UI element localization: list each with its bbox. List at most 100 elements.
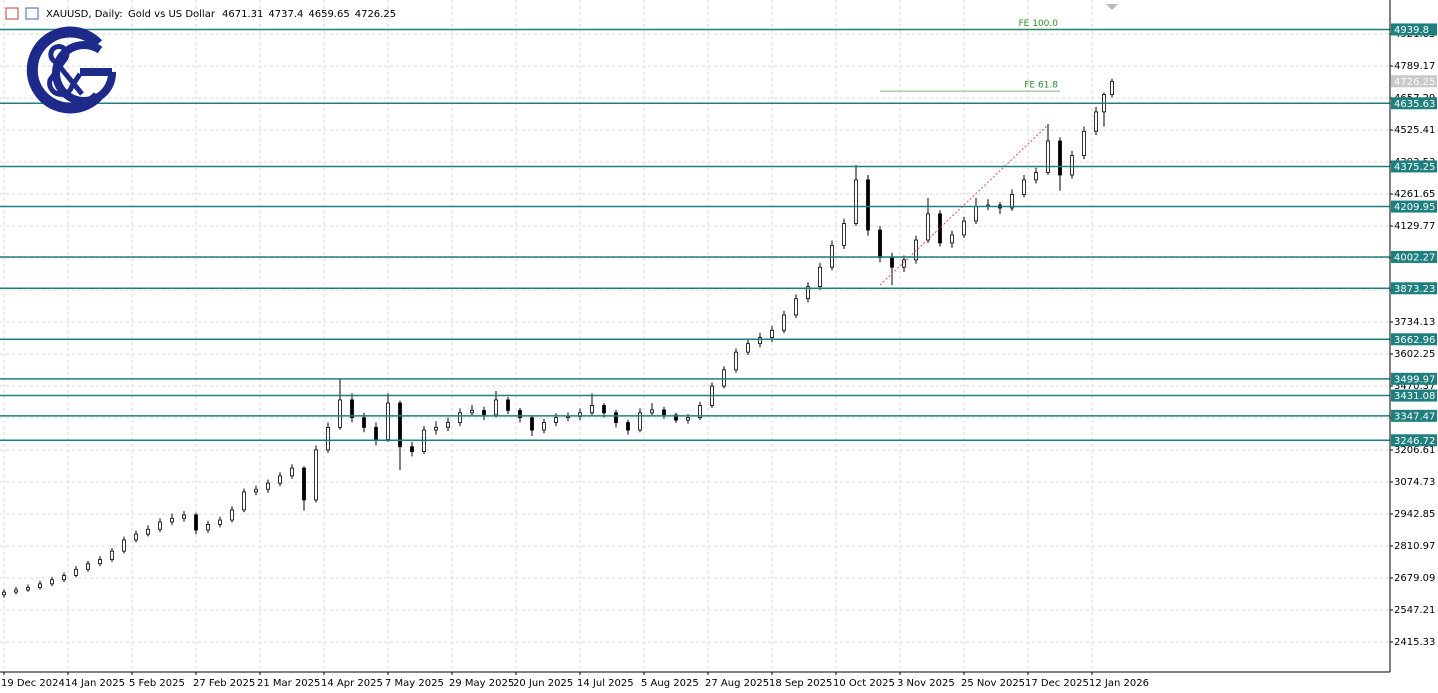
candle-body (950, 234, 954, 244)
candle-body (938, 213, 942, 244)
candle-body (218, 519, 222, 525)
candle-body (170, 517, 174, 523)
candle-body (674, 414, 678, 421)
level-label-box (1391, 23, 1437, 36)
symbol: XAUUSD, Daily: (46, 9, 123, 20)
candle-body (746, 343, 750, 353)
candle-body (638, 412, 642, 431)
candle-body (302, 467, 306, 501)
candle-body (926, 213, 930, 241)
candle-body (590, 405, 594, 414)
level-label: 3431.08 (1394, 391, 1435, 402)
candle-body (1034, 172, 1038, 181)
candle-body (290, 467, 294, 477)
grid (0, 0, 1390, 672)
candle-body (134, 533, 138, 541)
candle-body (602, 405, 606, 414)
candle-body (374, 426, 378, 440)
candle-body (878, 229, 882, 258)
candle-body (38, 583, 42, 588)
candle-body (758, 337, 762, 345)
level-label: 4002.27 (1394, 252, 1435, 263)
candle-body (722, 369, 726, 387)
candle-body (194, 514, 198, 531)
candle-body (2, 591, 6, 596)
level-label-box (1391, 97, 1437, 110)
marks (2, 78, 1114, 598)
candle-body (530, 417, 534, 431)
ohlc-value: 4726.25 (355, 9, 396, 20)
x-tick-label: 17 Dec 2025 (1025, 678, 1089, 689)
x-tick-label: 14 Jan 2025 (65, 678, 125, 689)
candle-body (806, 286, 810, 300)
candle-body (278, 475, 282, 484)
marker (1106, 4, 1118, 10)
candle-body (854, 179, 858, 224)
candle-body (254, 488, 258, 493)
price-label-box (1391, 75, 1437, 88)
candle-body (206, 524, 210, 531)
level-label-box (1391, 282, 1437, 295)
level-label-box (1391, 434, 1437, 447)
candle-body (542, 422, 546, 431)
level-label: 4209.95 (1394, 202, 1435, 213)
x-tick-label: 14 Apr 2025 (321, 678, 383, 689)
candle-body (338, 399, 342, 428)
candle-body (350, 399, 354, 419)
x-tick-label: 25 Nov 2025 (961, 678, 1025, 689)
candle-body (146, 528, 150, 535)
logo (26, 26, 117, 114)
fe-label: FE 61.8 (1024, 81, 1058, 91)
level-label-box (1391, 333, 1437, 346)
candle-body (410, 446, 414, 453)
x-tick-label: 21 Mar 2025 (257, 678, 320, 689)
overlay: FE 100.0 FE 61.8 (0, 19, 1390, 442)
candle-body (734, 351, 738, 371)
candle-body (782, 314, 786, 331)
x-tick-label: 12 Jan 2026 (1089, 678, 1149, 689)
candle-body (230, 509, 234, 521)
x-tick-label: 27 Feb 2025 (193, 678, 255, 689)
x-tick-label: 18 Sep 2025 (769, 678, 832, 689)
x-tick-label: 27 Aug 2025 (705, 678, 769, 689)
y-tick-label: 2415.33 (1394, 637, 1435, 648)
candle-body (182, 514, 186, 519)
level-label-box (1391, 389, 1437, 402)
candle-body (398, 402, 402, 448)
icon (5, 7, 19, 20)
x-tick-label: 20 Jun 2025 (513, 678, 573, 689)
candle-body (326, 426, 330, 451)
ohlc: 4671.31 4737.4 4659.65 4726.25 (222, 9, 396, 20)
candle-body (314, 449, 318, 501)
logo-amp (47, 44, 84, 97)
candle-body (1070, 155, 1074, 176)
level-label: 3499.97 (1394, 374, 1435, 385)
candle-body (1010, 194, 1014, 209)
candle-body (482, 409, 486, 416)
candle-body (770, 329, 774, 338)
candle-body (86, 563, 90, 570)
candle-body (458, 412, 462, 423)
price-label: 4726.25 (1394, 77, 1435, 88)
level-label-box (1391, 200, 1437, 213)
candle-body (74, 568, 78, 576)
candle-body (50, 579, 54, 585)
logo-c (26, 26, 103, 114)
candle-body (662, 409, 666, 416)
candle-body (866, 179, 870, 231)
candle-body (494, 399, 498, 416)
y-tick-label: 2547.21 (1394, 605, 1435, 616)
candle-body (1110, 80, 1114, 96)
candle-body (518, 409, 522, 419)
y-tick-label: 3470.37 (1394, 381, 1435, 392)
ohlc-value: 4659.65 (308, 9, 349, 20)
candle-body (98, 559, 102, 565)
y-tick-label: 3206.61 (1394, 445, 1435, 456)
candle-body (818, 266, 822, 288)
x-tick-label: 10 Oct 2025 (833, 678, 895, 689)
x-tick-label: 3 Nov 2025 (897, 678, 955, 689)
candle-body (506, 399, 510, 411)
axis: 4921.054789.174657.294525.414393.534261.… (1, 23, 1437, 689)
candle-body (1046, 140, 1050, 173)
